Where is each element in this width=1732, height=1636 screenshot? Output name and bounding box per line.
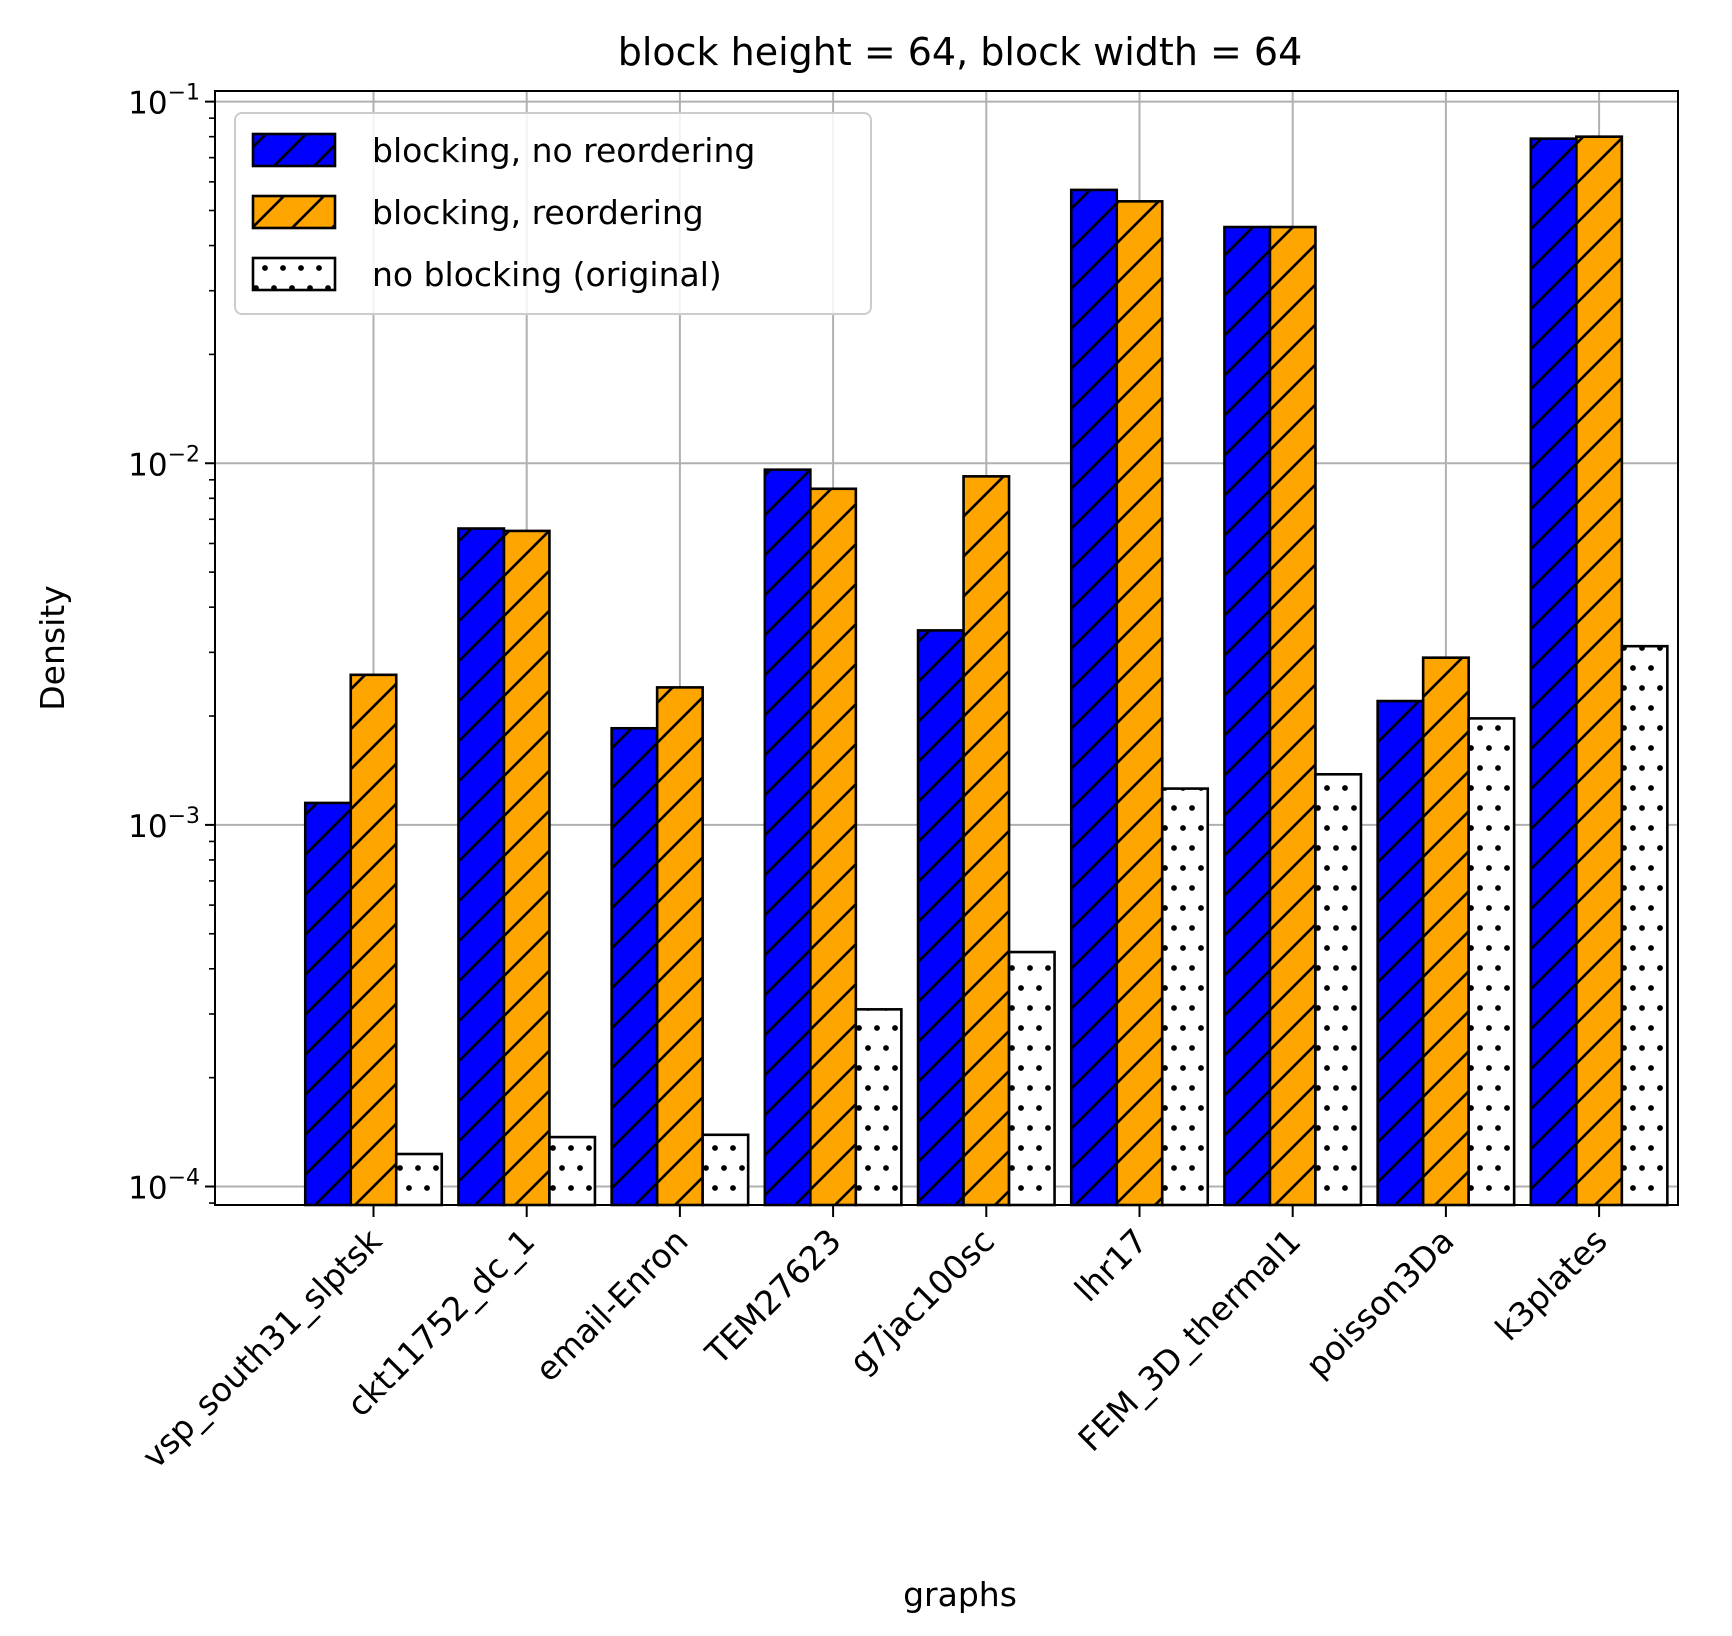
legend-box bbox=[234, 112, 872, 315]
legend-label: no blocking (original) bbox=[372, 255, 722, 294]
bar bbox=[1467, 717, 1516, 1207]
bar bbox=[349, 673, 398, 1207]
bar bbox=[962, 475, 1011, 1207]
bar bbox=[854, 1008, 903, 1207]
legend-label: blocking, reordering bbox=[372, 193, 704, 232]
bar bbox=[1268, 225, 1317, 1207]
bar bbox=[1314, 773, 1363, 1207]
bar bbox=[1160, 787, 1210, 1207]
bar bbox=[916, 629, 965, 1207]
y-axis-ticks: 10−4 10−3 10−2 10−1 bbox=[128, 81, 215, 1207]
bar bbox=[1007, 950, 1056, 1207]
bar bbox=[502, 529, 551, 1207]
y-tick-label: 10−4 bbox=[128, 1166, 200, 1207]
y-tick-label: 10−2 bbox=[128, 442, 200, 483]
y-axis-label: Density bbox=[33, 585, 72, 710]
legend-swatch bbox=[251, 256, 337, 292]
bar bbox=[610, 726, 659, 1207]
bar bbox=[701, 1133, 750, 1207]
legend-label: blocking, no reordering bbox=[372, 131, 755, 170]
y-tick-label: 10−3 bbox=[128, 804, 200, 845]
legend-swatch bbox=[251, 132, 337, 168]
bar bbox=[763, 468, 812, 1207]
plot-frame bbox=[214, 90, 1679, 1206]
bar bbox=[1223, 225, 1272, 1207]
bars bbox=[303, 135, 1669, 1207]
y-tick-label: 10−1 bbox=[128, 81, 200, 122]
bar bbox=[1575, 135, 1624, 1207]
legend-swatch bbox=[251, 194, 337, 230]
x-axis-label: graphs bbox=[903, 1575, 1017, 1614]
bar bbox=[394, 1152, 444, 1207]
bar bbox=[303, 801, 353, 1207]
bar bbox=[1620, 644, 1669, 1207]
bar bbox=[655, 686, 704, 1207]
bar bbox=[548, 1135, 597, 1207]
bar bbox=[1115, 200, 1164, 1207]
bar bbox=[1376, 699, 1425, 1207]
bar bbox=[1529, 137, 1578, 1207]
bar bbox=[1421, 656, 1470, 1207]
bar bbox=[1069, 188, 1119, 1207]
bar bbox=[457, 527, 506, 1207]
chart-title: block height = 64, block width = 64 bbox=[618, 30, 1303, 74]
bar bbox=[809, 487, 858, 1207]
legend: blocking, no reordering blocking, reorder… bbox=[234, 112, 872, 315]
